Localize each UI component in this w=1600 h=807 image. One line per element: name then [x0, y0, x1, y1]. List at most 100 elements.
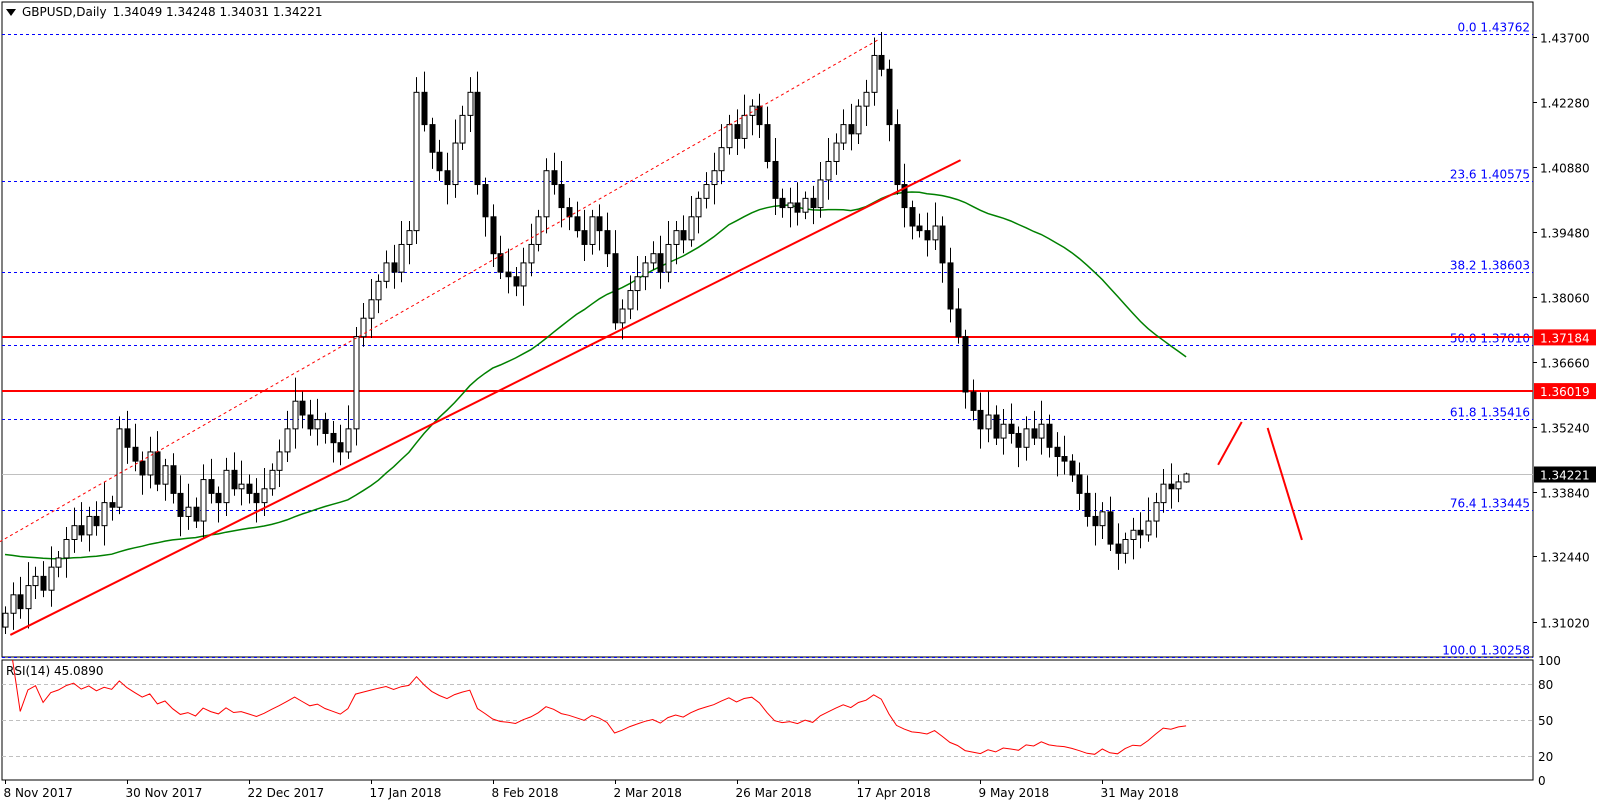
candle-bullish	[528, 243, 535, 264]
candle-bullish	[147, 451, 154, 476]
candle-bullish	[101, 502, 108, 527]
candle-bearish	[558, 184, 565, 209]
candle-bullish	[726, 124, 733, 149]
candle-bearish	[680, 230, 687, 241]
candle-bearish	[436, 151, 443, 172]
candle-bearish	[734, 124, 741, 139]
time-axis-label: 26 Mar 2018	[736, 786, 812, 800]
current-price-tag-box	[1534, 466, 1596, 483]
price-tag-box	[1534, 383, 1596, 400]
candle-bearish	[657, 253, 664, 273]
candle-bearish	[154, 451, 161, 485]
candle-bullish	[695, 197, 702, 218]
candle-bearish	[1046, 423, 1053, 448]
candle-bullish	[543, 170, 550, 218]
candle-bullish	[871, 54, 878, 93]
candle-bullish	[619, 308, 626, 324]
candle-bearish	[215, 492, 222, 504]
candle-bearish	[924, 230, 931, 241]
time-axis-label: 22 Dec 2017	[248, 786, 325, 800]
symbol-timeframe: GBPUSD,Daily	[22, 5, 107, 19]
trendline	[1266, 427, 1303, 541]
candle-bearish	[246, 483, 253, 494]
candle-bearish	[947, 262, 954, 310]
candle-bullish	[261, 488, 268, 504]
candle-bullish	[10, 594, 17, 614]
main-pane	[1, 1, 1534, 658]
candle-bearish	[429, 124, 436, 153]
candle-bullish	[855, 105, 862, 135]
candle-bullish	[116, 428, 123, 508]
candle-bearish	[1076, 474, 1083, 494]
candle-bullish	[71, 525, 78, 540]
candle-bearish	[1107, 511, 1114, 545]
candle-bearish	[337, 442, 344, 453]
ohlc-values: 1.34049 1.34248 1.34031 1.34221	[112, 5, 323, 19]
candle-bullish	[55, 557, 62, 568]
candle-bullish	[673, 230, 680, 245]
candle-bearish	[794, 202, 801, 213]
candle-bullish	[665, 243, 672, 273]
fib-label: 100.0 1.30258	[1442, 644, 1530, 658]
candle-bearish	[78, 525, 85, 536]
trendline	[9, 159, 961, 636]
candle-bearish	[1069, 460, 1076, 476]
candle-bearish	[1054, 446, 1061, 458]
candle-bullish	[1099, 511, 1106, 527]
price-axis-label: 1.32440	[1540, 551, 1590, 565]
trendline	[1217, 421, 1243, 466]
candle-bearish	[566, 207, 573, 218]
candle-bullish	[1175, 481, 1182, 490]
candle-bullish	[650, 253, 657, 264]
candle-bullish	[360, 317, 367, 338]
candle-bearish	[1084, 492, 1091, 517]
candle-bullish	[817, 179, 824, 209]
candle-bearish	[93, 515, 100, 527]
candle-bullish	[383, 262, 390, 282]
candle-bullish	[627, 290, 634, 310]
candle-bullish	[375, 280, 382, 301]
candle-bullish	[802, 197, 809, 213]
candle-bullish	[48, 566, 55, 591]
candle-bullish	[749, 105, 756, 116]
trendline	[0, 38, 881, 543]
candle-bearish	[208, 479, 215, 494]
candle-bearish	[421, 91, 428, 126]
candle-bullish	[459, 114, 466, 144]
candle-bullish	[284, 428, 291, 453]
candle-bearish	[330, 432, 337, 444]
price-axis-label: 1.39480	[1540, 227, 1590, 241]
candle-bearish	[299, 400, 306, 416]
candle-bearish	[970, 391, 977, 411]
candle-bearish	[1168, 483, 1175, 490]
candle-bullish	[2, 612, 9, 628]
candle-bearish	[612, 253, 619, 324]
candle-bearish	[756, 105, 763, 126]
candle-bullish	[292, 400, 299, 430]
candle-bearish	[444, 170, 451, 186]
candle-bullish	[535, 216, 542, 245]
candle-bearish	[1015, 432, 1022, 448]
candle-bearish	[604, 230, 611, 255]
dropdown-triangle-icon[interactable]	[6, 8, 16, 16]
candle-bullish	[711, 170, 718, 186]
rsi-axis-label: 50	[1538, 714, 1553, 728]
candle-bearish	[505, 271, 512, 278]
candle-bullish	[703, 184, 710, 199]
candle-bullish	[634, 276, 641, 292]
price-tag-label: 1.37184	[1540, 331, 1590, 345]
candle-bearish	[779, 197, 786, 209]
candle-bearish	[551, 170, 558, 186]
candle-bullish	[467, 91, 474, 116]
price-tag-box	[1534, 329, 1596, 346]
candle-bearish	[1031, 428, 1038, 439]
fib-label: 23.6 1.40575	[1450, 168, 1530, 182]
candle-bearish	[993, 414, 1000, 439]
candle-bullish	[1130, 529, 1137, 540]
candle-bearish	[17, 594, 24, 610]
price-axis-label: 1.43700	[1540, 32, 1590, 46]
candle-bearish	[772, 160, 779, 199]
candle-bullish	[413, 91, 420, 232]
candle-bearish	[391, 262, 398, 273]
